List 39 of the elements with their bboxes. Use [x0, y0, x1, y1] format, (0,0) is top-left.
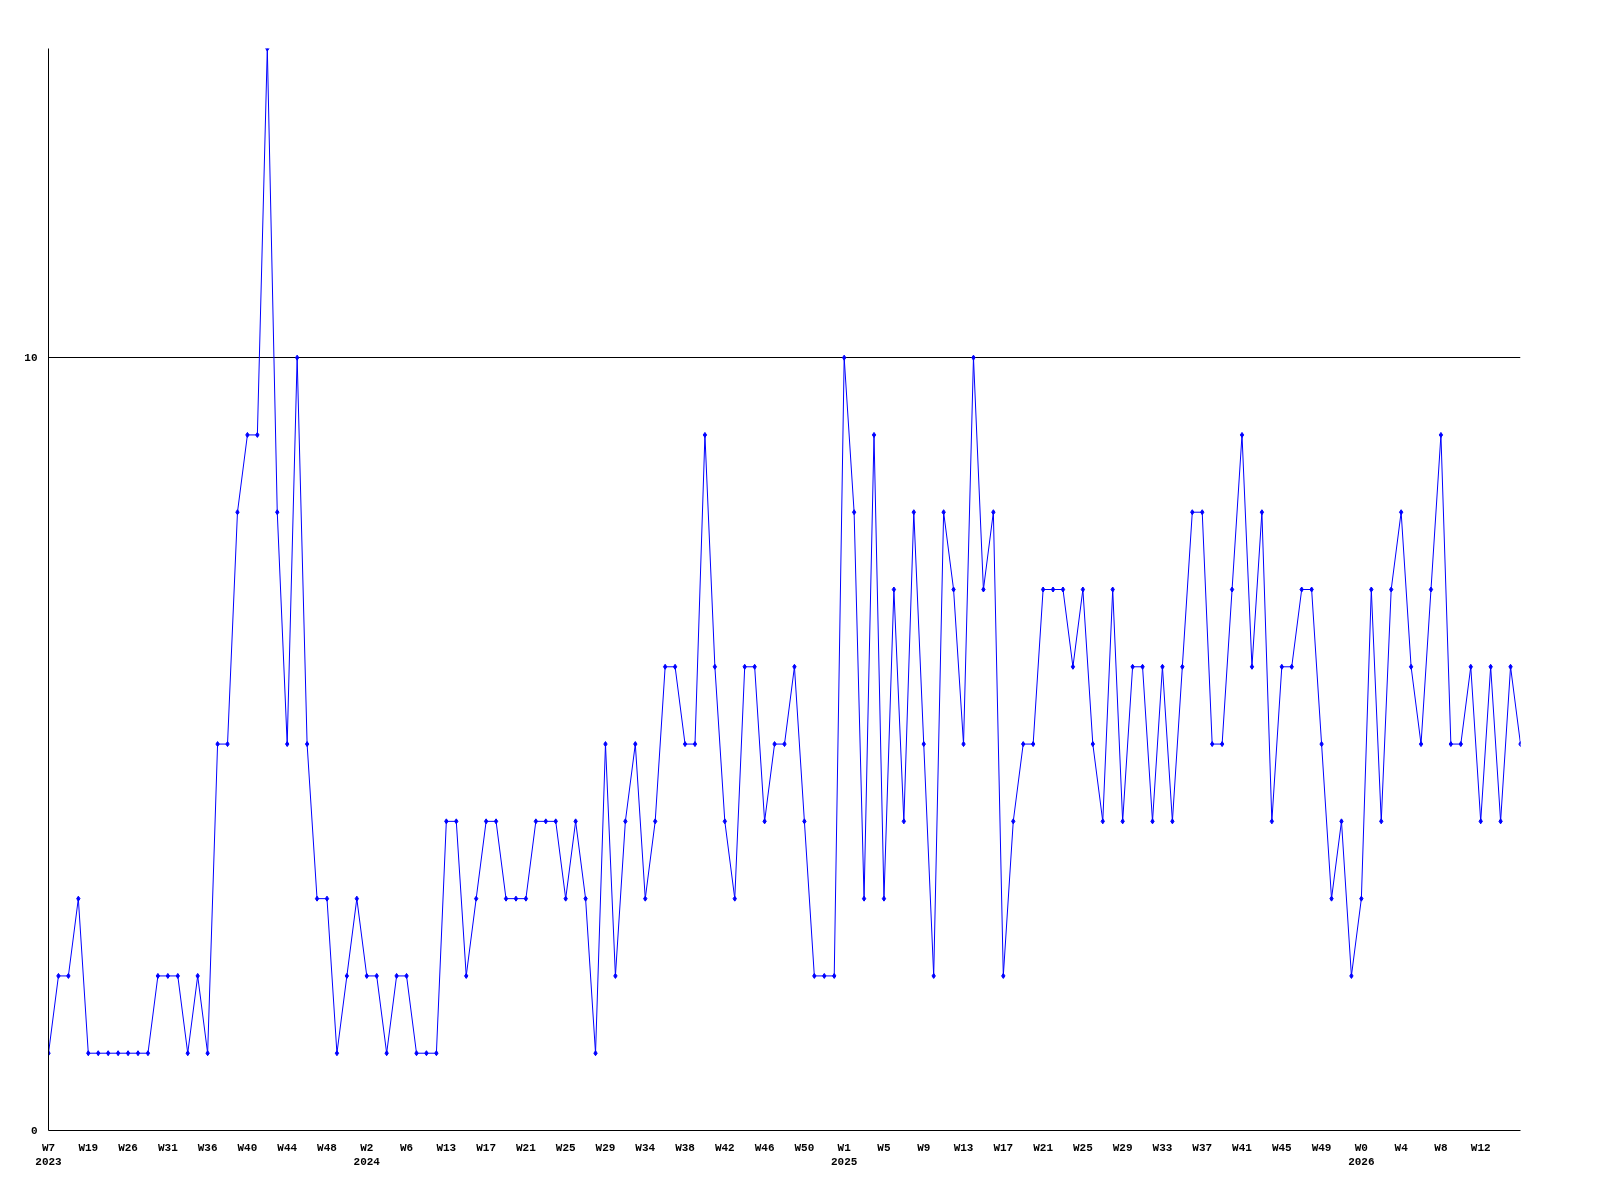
- x-tick-label: W7 2023: [35, 1141, 63, 1168]
- x-tick-label: W31: [157, 1141, 179, 1154]
- x-tick-label: W34: [635, 1141, 656, 1154]
- y-tick-label: 10: [24, 352, 38, 365]
- x-tick-label: W21: [1033, 1141, 1054, 1154]
- x-tick-label: W5: [877, 1141, 891, 1154]
- x-tick-label: W6: [399, 1141, 414, 1154]
- x-tick-label: W19: [78, 1141, 99, 1154]
- x-tick-label: W50: [794, 1141, 815, 1154]
- x-tick-label: W29: [595, 1141, 616, 1154]
- x-tick-label: W17: [993, 1141, 1014, 1154]
- x-tick-label: W17: [476, 1141, 497, 1154]
- y-tick-label: 0: [30, 1125, 38, 1137]
- x-tick-label: W0 2026: [1348, 1141, 1375, 1168]
- x-tick-label: W45: [1271, 1141, 1293, 1154]
- x-tick-label: W26: [118, 1141, 138, 1154]
- x-tick-label: W29: [1112, 1141, 1133, 1154]
- x-tick-label: W37: [1192, 1141, 1213, 1154]
- x-tick-label: W2 2024: [353, 1141, 381, 1168]
- x-tick-label: W40: [237, 1141, 258, 1154]
- x-tick-label: W13: [436, 1141, 457, 1154]
- x-tick-label: W41: [1232, 1141, 1253, 1154]
- x-tick-label: W12: [1470, 1141, 1491, 1154]
- x-tick-label: W33: [1152, 1141, 1173, 1154]
- x-tick-label: W44: [277, 1141, 298, 1154]
- x-tick-label: W25: [555, 1141, 576, 1154]
- x-tick-label: W4: [1394, 1141, 1409, 1154]
- x-tick-label: W36: [197, 1141, 218, 1154]
- x-tick-label: W48: [317, 1141, 338, 1154]
- x-tick-label: W38: [675, 1141, 696, 1154]
- x-tick-label: W49: [1311, 1141, 1332, 1154]
- x-tick-label: W1 2025: [830, 1141, 858, 1168]
- x-tick-label: W25: [1072, 1141, 1094, 1154]
- x-tick-label: W21: [516, 1141, 537, 1154]
- x-tick-label: W9: [917, 1141, 931, 1154]
- x-tick-label: W13: [953, 1141, 974, 1154]
- x-tick-label: W46: [754, 1141, 775, 1154]
- x-tick-label: W42: [714, 1141, 735, 1154]
- x-tick-label: W8: [1434, 1141, 1448, 1154]
